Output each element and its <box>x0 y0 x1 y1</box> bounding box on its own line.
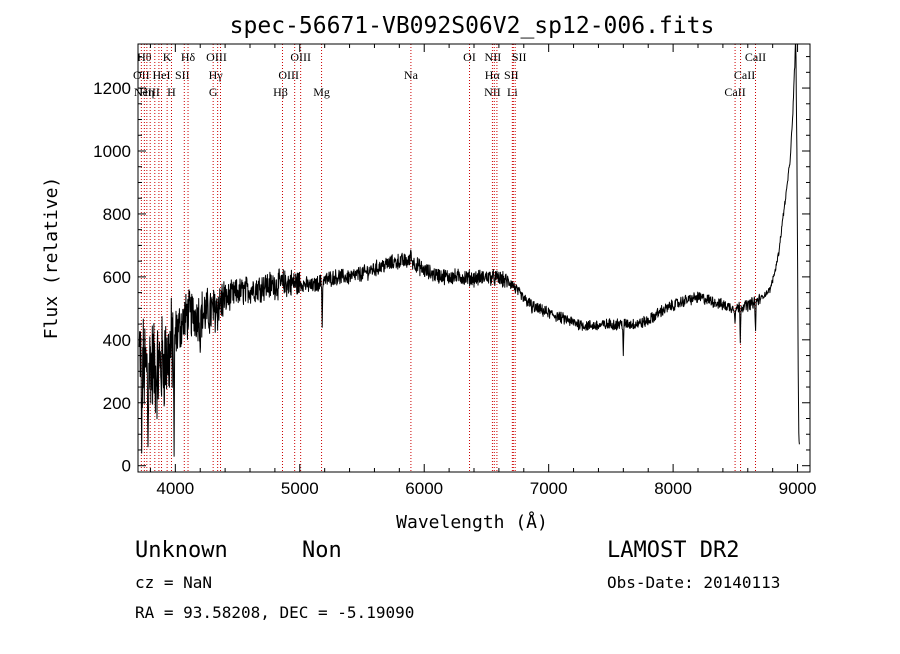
line-marker-label: SII <box>512 50 527 64</box>
line-marker-label: Li <box>507 85 518 99</box>
object-class: Unknown <box>135 538 228 563</box>
x-tick-label: 4000 <box>156 479 194 498</box>
line-marker-label: NII <box>484 85 501 99</box>
line-marker-label: NII <box>485 50 502 64</box>
line-marker-label: OIII <box>206 50 227 64</box>
y-tick-label: 1000 <box>93 142 131 161</box>
x-axis-label: Wavelength (Å) <box>396 511 548 533</box>
y-axis-label: Flux (relative) <box>41 177 62 340</box>
y-tick-label: 1200 <box>93 79 131 98</box>
line-marker-label: CaII <box>734 68 755 82</box>
sky-coordinates: RA = 93.58208, DEC = -5.19090 <box>135 603 415 622</box>
line-marker-label: Hθ <box>137 50 152 64</box>
line-marker-label: H <box>167 85 176 99</box>
line-marker-label: G <box>209 85 218 99</box>
line-marker-label: Hβ <box>273 85 288 99</box>
plot-frame <box>137 43 811 473</box>
object-subclass: Non <box>302 538 342 563</box>
y-tick-label: 800 <box>103 205 131 224</box>
spectrum-line <box>138 43 800 457</box>
line-marker-label: CaII <box>745 50 766 64</box>
x-tick-label: 5000 <box>281 479 319 498</box>
line-marker-label: Na <box>404 68 419 82</box>
redshift-value: cz = NaN <box>135 573 213 592</box>
x-tick-label: 8000 <box>654 479 692 498</box>
line-marker-label: Hα <box>485 68 501 82</box>
line-marker-label: SII <box>175 68 190 82</box>
y-tick-label: 400 <box>103 331 131 350</box>
line-marker-label: Hγ <box>209 68 224 82</box>
line-marker-label: OIII <box>290 50 311 64</box>
line-marker-label: OI <box>463 50 476 64</box>
y-tick-label: 0 <box>122 457 131 476</box>
observation-date: Obs-Date: 20140113 <box>607 573 781 592</box>
line-marker-label: CaII <box>724 85 745 99</box>
chart-title: spec-56671-VB092S06V2_sp12-006.fits <box>230 13 715 39</box>
line-markers: OIIHθHηNeIIIHeIKHSIIHδGHγOIIIHβOIIIOIIIM… <box>133 44 766 472</box>
line-marker-label: OIII <box>278 68 299 82</box>
series-layer <box>138 43 800 457</box>
x-tick-label: 9000 <box>779 479 817 498</box>
y-tick-label: 600 <box>103 268 131 287</box>
x-tick-label: 6000 <box>405 479 443 498</box>
line-marker-label: SII <box>504 68 519 82</box>
y-tick-label: 200 <box>103 394 131 413</box>
line-marker-label: K <box>163 50 172 64</box>
survey-name: LAMOST DR2 <box>607 538 740 563</box>
line-marker-label: HeI <box>153 68 171 82</box>
line-marker-label: Mg <box>313 85 330 99</box>
line-marker-label: Hδ <box>181 50 196 64</box>
x-tick-label: 7000 <box>530 479 568 498</box>
line-marker-label: OII <box>133 68 150 82</box>
axis-ticks: 4000 5000 6000 7000 8000 9000 0 200 400 600 800 100… <box>93 44 816 498</box>
